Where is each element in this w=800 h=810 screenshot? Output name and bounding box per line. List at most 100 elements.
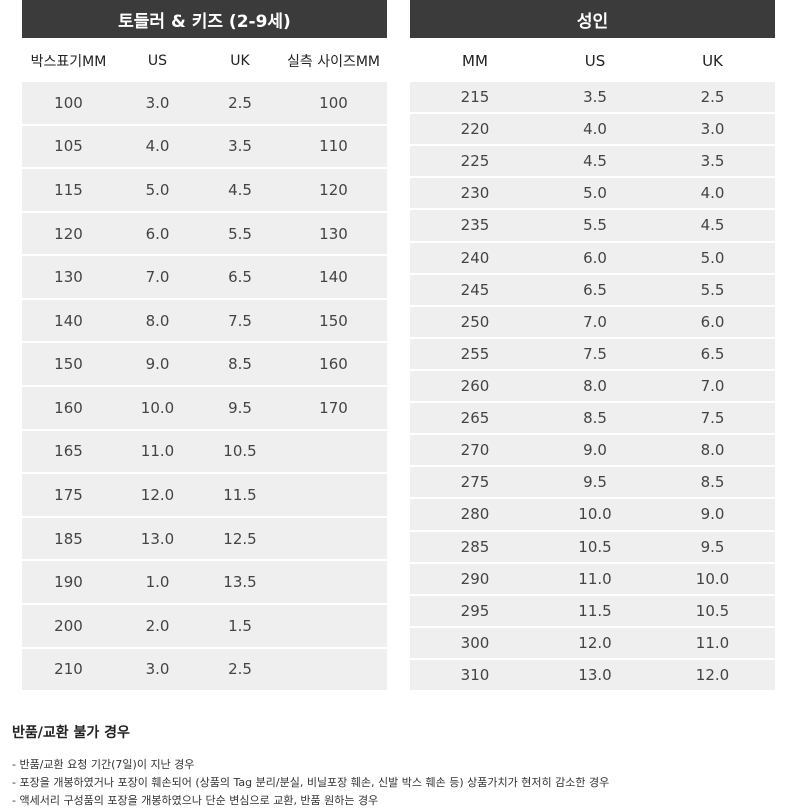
- table-cell: 255: [460, 344, 490, 363]
- table-row: 280 10.0 9.0: [410, 499, 775, 532]
- table-cell: 210: [54, 660, 83, 679]
- table-row: 220 4.0 3.0: [410, 114, 775, 147]
- table-cell: 140: [319, 268, 348, 287]
- table-cell: 130: [319, 224, 348, 243]
- column-header: MM: [462, 52, 488, 70]
- table-cell: 11.5: [223, 485, 257, 504]
- table-cell: 140: [54, 311, 83, 330]
- table-cell: 7.0: [145, 268, 170, 287]
- table-cell: 7.5: [583, 344, 607, 363]
- table-cell: 295: [460, 601, 490, 620]
- table-row: 300 12.0 11.0: [410, 628, 775, 660]
- table-cell: 175: [54, 485, 83, 504]
- table-cell: 4.0: [583, 120, 607, 139]
- table-row: 215 3.5 2.5: [410, 82, 775, 115]
- table-cell: 3.0: [145, 660, 170, 679]
- column-header: US: [584, 52, 606, 70]
- table-cell: 185: [54, 529, 83, 548]
- table-cell: 12.0: [695, 666, 730, 685]
- table-row: 285 10.5 9.5: [410, 532, 775, 564]
- table-cell: 8.5: [583, 409, 607, 428]
- table-cell: 2.5: [700, 88, 725, 107]
- table-cell: 270: [460, 441, 490, 460]
- table-row: 270 9.0 8.0: [410, 435, 775, 468]
- table-row: 230 5.0 4.0: [410, 178, 775, 211]
- table-cell: 6.0: [583, 248, 607, 267]
- column-header: 박스표기MM: [30, 54, 107, 70]
- notice-item: - 포장을 개봉하였거나 포장이 훼손되어 (상품의 Tag 분리/분실, 비닐…: [12, 776, 610, 789]
- table-cell: 200: [54, 616, 83, 635]
- table-cell: 225: [460, 152, 490, 171]
- header-row: 박스표기MM US UK 실측 사이즈MM: [22, 40, 387, 82]
- column-header: US: [147, 53, 168, 69]
- table-title: 토들러 & 키즈 (2-9세): [22, 0, 387, 38]
- table-body: 215 3.5 2.5 220 4.0 3.0 225 4.5 3.5 230 5.0 4.0 235 5…: [410, 82, 775, 690]
- table-cell: 250: [460, 312, 490, 331]
- table-row: 160 10.0 9.5 170: [22, 387, 387, 431]
- table-row: 290 11.0 10.0: [410, 564, 775, 596]
- table-cell: 245: [460, 280, 490, 299]
- table-row: 200 2.0 1.5: [22, 605, 387, 649]
- table-cell: 9.5: [228, 398, 252, 417]
- table-cell: 120: [319, 180, 348, 199]
- table-cell: 3.5: [228, 137, 252, 156]
- notice-item: - 액세서리 구성품의 포장을 개봉하였으나 단순 변심으로 교환, 반품 원하…: [12, 794, 379, 807]
- table-cell: 12.0: [578, 633, 612, 652]
- table-row: 165 11.0 10.5: [22, 431, 387, 475]
- notice: 반품/교환 불가 경우 - 반품/교환 요청 기간(7일)이 지난 경우 - 포장…: [12, 722, 792, 810]
- table-row: 250 7.0 6.0: [410, 307, 775, 339]
- table-cell: 170: [319, 398, 348, 417]
- table-cell: 4.5: [583, 152, 607, 171]
- table-cell: 10.5: [223, 442, 257, 461]
- table-row: 190 1.0 13.5: [22, 561, 387, 605]
- table-row: 130 7.0 6.5 140: [22, 256, 387, 300]
- table-cell: 5.0: [700, 248, 725, 267]
- table-cell: 160: [54, 398, 83, 417]
- notice-list: - 반품/교환 요청 기간(7일)이 지난 경우 - 포장을 개봉하였거나 포장이…: [12, 756, 792, 810]
- table-cell: 4.0: [700, 184, 725, 203]
- table-row: 185 13.0 12.5: [22, 518, 387, 562]
- table-cell: 9.5: [700, 537, 725, 556]
- table-cell: 11.0: [695, 633, 730, 652]
- table-cell: 115: [54, 180, 83, 199]
- table-cell: 5.5: [228, 224, 252, 243]
- table-row: 225 4.5 3.5: [410, 146, 775, 179]
- column-header: UK: [702, 52, 723, 70]
- table-cell: 275: [460, 473, 490, 492]
- size-table: 성인 MM US UK 215 3.5 2.5 220 4.0 3.0 225 4.5 3.5 230 5.…: [410, 0, 775, 690]
- table-cell: 5.5: [700, 280, 725, 299]
- table-row: 100 3.0 2.5 100: [22, 82, 387, 126]
- table-cell: 2.5: [228, 660, 252, 679]
- table-cell: 100: [54, 93, 83, 112]
- table-row: 245 6.5 5.5: [410, 275, 775, 307]
- table-cell: 7.0: [700, 377, 725, 396]
- table-cell: 150: [319, 311, 348, 330]
- table-row: 150 9.0 8.5 160: [22, 343, 387, 388]
- table-cell: 7.0: [583, 312, 607, 331]
- table-cell: 8.0: [700, 441, 725, 460]
- table-cell: 8.0: [583, 377, 607, 396]
- table-cell: 10.5: [578, 537, 612, 556]
- table-cell: 11.0: [140, 442, 175, 461]
- table-cell: 6.5: [228, 268, 252, 287]
- table-cell: 4.5: [228, 180, 252, 199]
- table-cell: 13.0: [578, 666, 612, 685]
- table-cell: 160: [319, 355, 348, 374]
- table-cell: 240: [460, 248, 490, 267]
- table-row: 260 8.0 7.0: [410, 371, 775, 404]
- table-row: 140 8.0 7.5 150: [22, 300, 387, 344]
- table-cell: 165: [54, 442, 83, 461]
- table-cell: 6.0: [700, 312, 725, 331]
- table-cell: 3.0: [145, 93, 170, 112]
- table-row: 275 9.5 8.5: [410, 467, 775, 500]
- table-cell: 9.5: [583, 473, 607, 492]
- table-cell: 9.0: [145, 355, 170, 374]
- table-cell: 6.0: [145, 224, 170, 243]
- table-cell: 105: [54, 137, 83, 156]
- size-table: 토들러 & 키즈 (2-9세) 박스표기MM US UK 실측 사이즈MM 100 3.0 2…: [22, 0, 387, 690]
- notice-item: - 반품/교환 요청 기간(7일)이 지난 경우: [12, 758, 195, 771]
- table-cell: 6.5: [583, 280, 607, 299]
- table-cell: 10.0: [578, 505, 612, 524]
- table-cell: 9.0: [700, 505, 725, 524]
